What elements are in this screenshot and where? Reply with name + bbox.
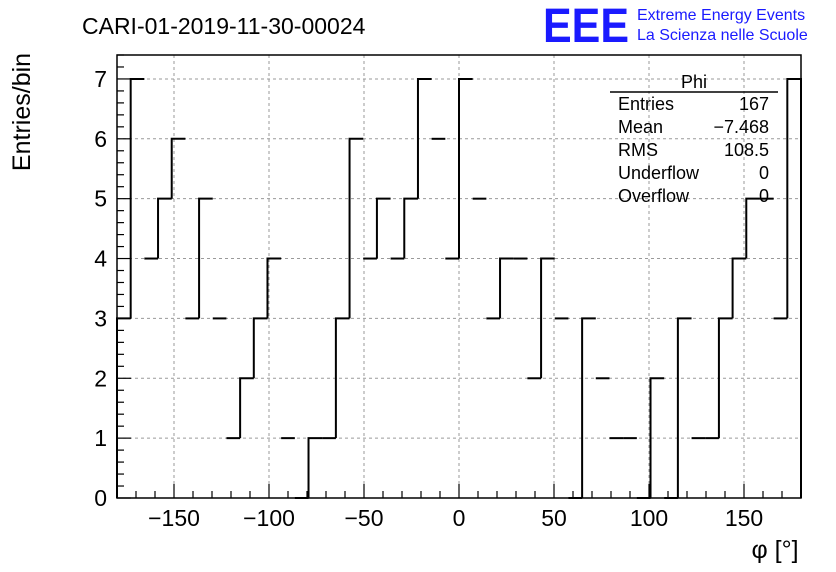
x-tick-label-5: 100: [630, 505, 668, 531]
hist-bin-11: [266, 257, 282, 319]
hist-bin-0: [116, 317, 131, 498]
stats-label-rms: RMS: [618, 140, 658, 160]
hist-bin-19: [375, 197, 391, 259]
eee-logo: EEE Extreme Energy Events La Scienza nel…: [543, 0, 808, 53]
stats-title: Phi: [681, 72, 707, 92]
chart-title: CARI-01-2019-11-30-00024: [82, 13, 366, 39]
logo-line2: La Scienza nelle Scuole: [637, 27, 808, 44]
y-tick-label-2: 2: [94, 365, 107, 391]
stats-box: Phi Entries 167 Mean −7.468 RMS 108.5 Un…: [610, 72, 778, 206]
hist-bin-21: [403, 197, 418, 259]
stats-label-entries: Entries: [618, 94, 674, 114]
y-tick-label-7: 7: [94, 66, 107, 92]
stats-value-entries: 167: [739, 94, 769, 114]
hist-bin-14: [307, 437, 323, 498]
x-axis-label: φ [°]: [751, 536, 798, 564]
stats-value-mean: −7.468: [713, 117, 769, 137]
y-tick-label-4: 4: [94, 246, 107, 272]
stats-label-mean: Mean: [618, 117, 663, 137]
x-tick-label-4: 50: [541, 505, 567, 531]
hist-bin-39: [649, 377, 665, 498]
y-tick-labels: 0 1 2 3 4 5 6 7: [94, 66, 107, 511]
x-tick-label-6: 150: [725, 505, 763, 531]
logo-mark: EEE: [543, 0, 629, 53]
hist-bin-9: [239, 377, 254, 439]
y-tick-label-3: 3: [94, 305, 107, 331]
stats-value-rms: 108.5: [724, 140, 769, 160]
hist-bin-10: [252, 317, 268, 379]
x-tick-labels: −150 −100 −50 0 50 100 150: [148, 505, 763, 531]
x-tick-label-3: 0: [453, 505, 466, 531]
hist-bin-28: [499, 257, 514, 319]
hist-bin-22: [416, 77, 432, 199]
hist-bin-25: [458, 77, 473, 259]
axes: [116, 54, 802, 499]
y-tick-label-0: 0: [94, 485, 107, 511]
hist-bin-41: [676, 317, 692, 498]
stats-value-overflow: 0: [759, 186, 769, 206]
hist-bin-44: [717, 317, 733, 439]
hist-bin-46: [745, 197, 760, 259]
logo-line1: Extreme Energy Events: [637, 7, 805, 24]
x-tick-label-2: −50: [344, 505, 383, 531]
hist-bin-16: [334, 317, 350, 439]
hist-bin-45: [731, 257, 747, 319]
x-tick-label-0: −150: [148, 505, 200, 531]
hist-bin-31: [540, 257, 555, 379]
y-tick-label-5: 5: [94, 186, 107, 212]
y-tick-label-1: 1: [94, 425, 107, 451]
hist-bin-6: [198, 197, 213, 319]
y-axis-label: Entries/bin: [8, 53, 36, 171]
hist-bin-49: [786, 77, 802, 498]
hist-bin-4: [170, 137, 186, 199]
x-tick-label-1: −100: [243, 505, 295, 531]
hist-bin-34: [581, 317, 596, 498]
hist-bin-3: [157, 197, 172, 259]
hist-bin-17: [348, 137, 364, 319]
stats-label-underflow: Underflow: [618, 163, 700, 183]
y-tick-label-6: 6: [94, 126, 107, 152]
stats-value-underflow: 0: [759, 163, 769, 183]
stats-rows: Entries 167 Mean −7.468 RMS 108.5 Underf…: [618, 94, 769, 206]
stats-label-overflow: Overflow: [618, 186, 690, 206]
